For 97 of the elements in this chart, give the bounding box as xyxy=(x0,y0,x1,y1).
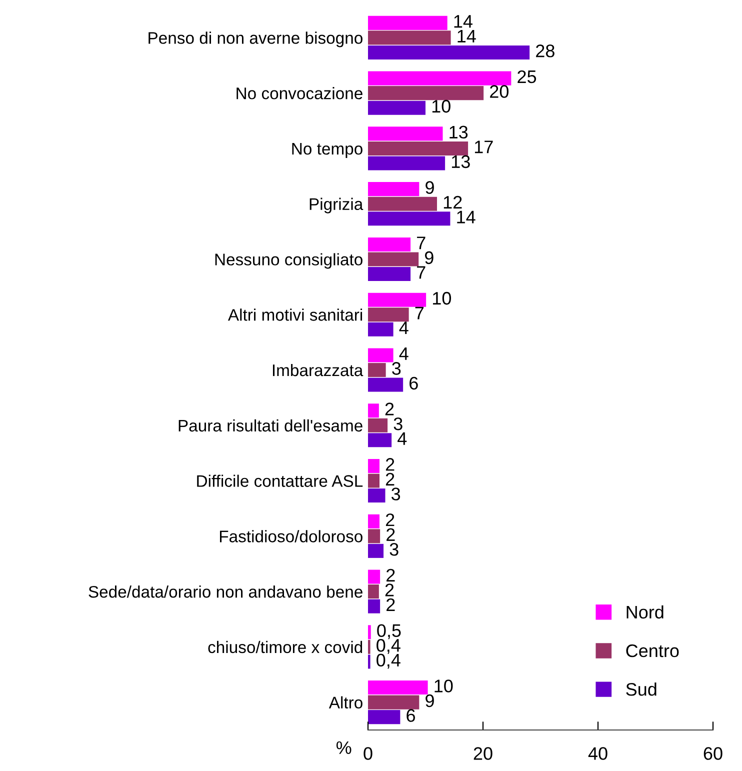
y-tick-label: No tempo xyxy=(292,143,362,158)
bar xyxy=(368,529,380,544)
legend-label: Sud xyxy=(626,682,656,696)
bar xyxy=(368,584,379,599)
data-label: 2 xyxy=(385,402,394,416)
data-label: 6 xyxy=(410,376,418,390)
data-label: 7 xyxy=(417,236,426,250)
data-label: 14 xyxy=(458,30,476,42)
y-tick-label: Difficile contattare ASL xyxy=(197,474,363,487)
y-tick-label: Penso di non averne bisogno xyxy=(148,32,362,48)
data-label: 6 xyxy=(406,709,416,722)
bar xyxy=(368,252,419,266)
bar xyxy=(368,418,388,432)
data-label: 7 xyxy=(417,266,426,279)
data-label: 4 xyxy=(399,347,408,360)
data-label: 4 xyxy=(399,322,408,334)
data-label: 20 xyxy=(490,85,509,98)
x-tick-label: 20 xyxy=(474,747,492,760)
y-tick-label: chiuso/timore x covid xyxy=(208,640,362,654)
data-label: 2 xyxy=(385,584,394,596)
data-label: 12 xyxy=(444,196,462,209)
bar xyxy=(368,196,437,211)
x-tick-label: 40 xyxy=(588,747,608,760)
y-tick-label: Altri motivi sanitari xyxy=(228,308,362,321)
data-label: 3 xyxy=(390,542,398,556)
bar xyxy=(368,292,426,307)
bar xyxy=(368,404,379,418)
bar xyxy=(368,16,448,30)
bar xyxy=(368,237,411,252)
data-label: 2 xyxy=(386,472,394,486)
bar xyxy=(368,378,404,392)
bar xyxy=(368,362,386,378)
legend-label: Nord xyxy=(626,605,664,619)
data-label: 4 xyxy=(398,432,407,445)
data-label: 13 xyxy=(450,126,468,139)
bar xyxy=(368,141,468,156)
bar xyxy=(368,625,371,640)
bar xyxy=(368,45,530,60)
x-tick-label: 60 xyxy=(704,747,722,760)
y-tick-label: Paura risultati dell'esame xyxy=(178,419,362,432)
data-label: 17 xyxy=(474,140,493,154)
bar xyxy=(368,458,380,474)
y-tick-label: Fastidioso/doloroso xyxy=(220,530,362,542)
bar xyxy=(368,212,450,226)
data-label: 3 xyxy=(391,488,400,500)
bar xyxy=(368,266,411,282)
data-label: 10 xyxy=(433,292,452,305)
x-tick-label: 0 xyxy=(364,747,372,760)
data-label: 10 xyxy=(434,680,453,692)
bar xyxy=(368,86,484,100)
data-label: 0,4 xyxy=(376,654,400,669)
data-label: 2 xyxy=(386,598,395,611)
data-label: 2 xyxy=(386,458,394,471)
bar xyxy=(368,182,420,196)
y-tick-label: Pigrizia xyxy=(310,198,364,214)
bar xyxy=(368,30,451,45)
data-label: 0,4 xyxy=(376,638,400,654)
bar xyxy=(368,710,400,724)
data-label: 13 xyxy=(452,155,470,168)
data-label: 10 xyxy=(432,100,450,113)
y-tick-label: No convocazione xyxy=(236,87,362,100)
bar xyxy=(368,680,428,695)
bar xyxy=(368,474,380,488)
bar xyxy=(368,433,392,448)
bar xyxy=(368,308,409,322)
data-label: 25 xyxy=(518,70,536,84)
bar xyxy=(368,599,380,614)
data-label: 9 xyxy=(426,181,434,194)
bar xyxy=(368,71,512,86)
y-tick-label: Nessuno consigliato xyxy=(215,253,362,269)
data-label: 0,5 xyxy=(377,624,401,640)
data-label: 9 xyxy=(425,251,434,264)
data-label: 3 xyxy=(394,417,402,430)
y-tick-label: Sede/data/orario non andavano bene xyxy=(88,586,362,598)
data-label: 28 xyxy=(536,44,554,58)
y-tick-label: Altro xyxy=(328,696,362,709)
data-label: 14 xyxy=(454,15,472,28)
data-label: 2 xyxy=(386,568,395,582)
bar xyxy=(368,544,384,558)
data-label: 14 xyxy=(457,210,476,224)
bar xyxy=(368,126,443,141)
data-label: 7 xyxy=(415,306,424,320)
bar xyxy=(368,488,386,503)
bar xyxy=(368,156,446,170)
bar xyxy=(368,100,426,115)
legend-label: Centro xyxy=(626,644,679,658)
bar xyxy=(368,322,394,336)
bar xyxy=(368,514,380,528)
data-label: 2 xyxy=(386,513,394,526)
bar xyxy=(368,348,394,362)
data-label: 2 xyxy=(386,528,395,541)
data-label: 9 xyxy=(426,694,434,708)
bar xyxy=(368,695,420,710)
x-axis-title: % xyxy=(336,741,352,754)
bar xyxy=(368,570,380,584)
data-label: 3 xyxy=(392,362,401,375)
y-tick-label: Imbarazzata xyxy=(272,364,364,376)
